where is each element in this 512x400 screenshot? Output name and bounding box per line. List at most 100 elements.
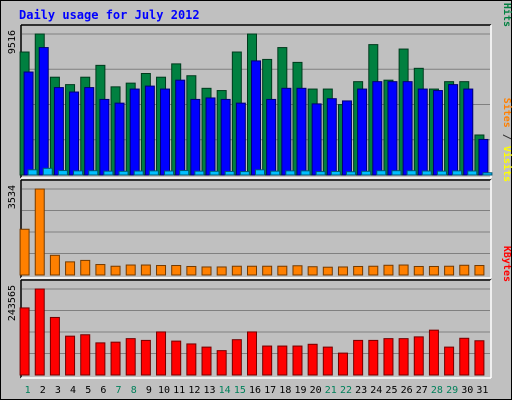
- bar-pages-20: [315, 171, 326, 176]
- bar-visits-17: [262, 265, 273, 276]
- bar-files-31: [478, 138, 489, 176]
- bar-files-18: [281, 87, 292, 176]
- bar-kbytes-20: [307, 343, 318, 376]
- bar-pages-5: [88, 170, 99, 176]
- x-label-day-6: 6: [100, 385, 106, 396]
- bar-files-30: [463, 88, 474, 176]
- bar-visits-1: [19, 228, 30, 276]
- bar-visits-30: [459, 264, 470, 276]
- series-visits: [19, 188, 485, 276]
- x-label-day-17: 17: [264, 385, 276, 396]
- panel-max-label: 3534: [7, 185, 18, 209]
- bar-visits-5: [80, 259, 91, 276]
- x-label-day-28: 28: [431, 385, 443, 396]
- bar-files-17: [266, 98, 277, 176]
- bar-pages-7: [118, 170, 129, 176]
- bar-kbytes-3: [49, 316, 60, 376]
- bar-visits-2: [34, 188, 45, 276]
- bar-visits-13: [201, 266, 212, 276]
- bar-kbytes-24: [368, 339, 379, 376]
- x-label-day-30: 30: [461, 385, 473, 396]
- x-label-day-3: 3: [55, 385, 61, 396]
- bar-kbytes-30: [459, 337, 470, 376]
- bar-files-21: [326, 98, 337, 176]
- bar-files-29: [448, 84, 459, 176]
- legend-entry: KBytes: [501, 246, 512, 282]
- bar-visits-8: [125, 264, 136, 276]
- bar-files-23: [357, 88, 368, 176]
- x-label-day-2: 2: [40, 385, 46, 396]
- legend-entry: Visits: [501, 146, 512, 182]
- series-pages: [27, 167, 493, 176]
- bar-visits-11: [171, 265, 182, 276]
- bar-pages-8: [133, 170, 144, 176]
- bar-pages-22: [345, 171, 356, 176]
- bar-visits-14: [216, 266, 227, 276]
- bar-visits-25: [383, 264, 394, 276]
- bar-files-27: [417, 88, 428, 176]
- bar-kbytes-21: [322, 346, 333, 376]
- bar-visits-26: [398, 264, 409, 276]
- panel-kbytes: 243565 KBytes: [7, 246, 512, 379]
- x-label-day-31: 31: [476, 385, 488, 396]
- bar-files-19: [296, 87, 307, 176]
- bar-kbytes-28: [428, 329, 439, 376]
- bar-pages-1: [27, 169, 38, 176]
- bar-pages-26: [406, 170, 417, 176]
- bar-pages-6: [103, 170, 114, 176]
- bar-visits-24: [368, 265, 379, 276]
- bar-kbytes-19: [292, 345, 303, 376]
- x-label-day-25: 25: [385, 385, 397, 396]
- bar-pages-18: [285, 170, 296, 176]
- bar-files-6: [99, 98, 110, 176]
- bar-visits-28: [428, 265, 439, 276]
- x-label-day-11: 11: [173, 385, 185, 396]
- bar-files-4: [69, 91, 80, 176]
- bar-files-7: [114, 102, 125, 176]
- x-label-day-26: 26: [401, 385, 413, 396]
- x-label-day-22: 22: [340, 385, 352, 396]
- bar-pages-23: [361, 170, 372, 176]
- bar-pages-10: [164, 170, 175, 176]
- bar-visits-15: [231, 265, 242, 276]
- bar-kbytes-2: [34, 288, 45, 376]
- bar-files-16: [251, 60, 261, 176]
- panel-max-label: 243565: [7, 285, 18, 321]
- panel-legend: KBytes: [501, 246, 512, 282]
- bar-pages-31: [482, 172, 493, 176]
- x-label-day-16: 16: [249, 385, 261, 396]
- bar-kbytes-11: [171, 340, 182, 376]
- bar-kbytes-29: [444, 346, 455, 376]
- bar-visits-6: [95, 264, 106, 276]
- bar-kbytes-16: [247, 331, 257, 376]
- bar-pages-29: [452, 170, 463, 176]
- bar-visits-29: [444, 265, 455, 276]
- bar-kbytes-10: [156, 331, 167, 376]
- bar-kbytes-1: [19, 307, 30, 376]
- bar-pages-2: [42, 167, 53, 176]
- bar-pages-17: [270, 170, 281, 176]
- bar-visits-20: [307, 266, 318, 276]
- x-label-day-5: 5: [85, 385, 91, 396]
- panel-legend: Pages / Files / Hits: [501, 0, 512, 27]
- bar-files-9: [144, 85, 155, 176]
- legend-entry: /: [501, 128, 512, 146]
- x-label-day-8: 8: [131, 385, 137, 396]
- x-label-day-1: 1: [25, 385, 31, 396]
- x-label-day-10: 10: [158, 385, 170, 396]
- x-label-day-21: 21: [325, 385, 337, 396]
- bar-files-26: [402, 81, 413, 176]
- x-label-day-4: 4: [70, 385, 76, 396]
- bar-kbytes-7: [110, 341, 121, 376]
- bar-files-13: [205, 97, 216, 176]
- x-label-day-12: 12: [188, 385, 200, 396]
- bar-visits-4: [65, 261, 76, 276]
- bar-visits-23: [353, 265, 364, 276]
- bar-pages-14: [224, 170, 235, 176]
- bar-pages-24: [376, 170, 387, 176]
- bar-pages-25: [391, 170, 402, 176]
- panel-max-label: 9516: [7, 30, 18, 54]
- bar-kbytes-14: [216, 350, 227, 376]
- bar-visits-27: [413, 265, 424, 276]
